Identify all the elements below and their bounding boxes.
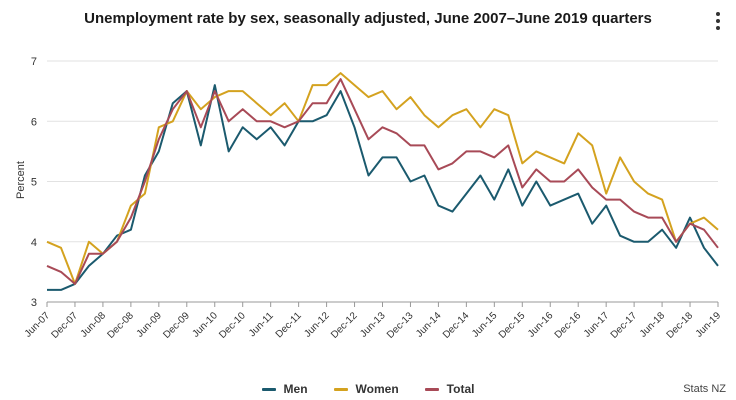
- x-tick-label: Jun-13: [358, 310, 388, 340]
- x-tick-label: Dec-13: [385, 310, 416, 341]
- x-tick-label: Dec-12: [329, 310, 360, 341]
- kebab-menu-icon[interactable]: [710, 12, 726, 34]
- series-line-men[interactable]: [47, 84, 719, 291]
- y-tick-labels: 3 4 5 6 7: [31, 56, 37, 309]
- x-tick-label: Jun-18: [638, 310, 668, 340]
- y-tick-label: 4: [31, 237, 37, 249]
- series-lines: [46, 72, 719, 291]
- x-tick-label: Dec-17: [609, 310, 640, 341]
- legend-label-men: Men: [283, 382, 308, 396]
- legend-swatch-total: [424, 387, 439, 391]
- series-line-women[interactable]: [46, 72, 719, 285]
- legend-item-women[interactable]: Women: [333, 382, 399, 396]
- x-tick-label: Jun-14: [414, 310, 444, 340]
- y-tick-label: 7: [31, 56, 37, 68]
- x-tick-label: Jun-09: [135, 310, 165, 340]
- x-tick-label: Jun-11: [247, 310, 276, 339]
- y-tick-label: 6: [31, 116, 37, 128]
- legend-item-men[interactable]: Men: [261, 382, 308, 396]
- legend-label-total: Total: [446, 382, 475, 396]
- legend-swatch-women: [333, 387, 348, 391]
- x-tick-label: Dec-16: [553, 310, 584, 341]
- chart-title: Unemployment rate by sex, seasonally adj…: [84, 10, 652, 27]
- x-tick-label: Jun-15: [470, 310, 500, 340]
- x-tick-label: Dec-10: [217, 310, 248, 341]
- x-tick-label: Jun-08: [79, 310, 109, 340]
- source-label: Stats NZ: [683, 383, 726, 395]
- legend-label-women: Women: [355, 382, 399, 396]
- legend-swatch-men: [261, 387, 276, 391]
- x-tick-label: Jun-12: [302, 310, 332, 340]
- legend-item-total[interactable]: Total: [424, 382, 475, 396]
- x-tick-label: Jun-07: [23, 310, 53, 340]
- x-tick-label: Jun-17: [582, 310, 612, 340]
- x-tick-label: Dec-18: [665, 310, 696, 341]
- legend: Men Women Total: [0, 382, 736, 396]
- y-tick-label: 5: [31, 177, 37, 189]
- x-tick-label: Dec-14: [441, 310, 472, 341]
- x-tick-label: Jun-10: [190, 310, 220, 340]
- menu-dot: [716, 19, 720, 23]
- x-tick-label: Dec-15: [497, 310, 528, 341]
- x-tick-label: Dec-08: [105, 310, 136, 341]
- y-tick-label: 3: [31, 297, 37, 309]
- y-axis-label: Percent: [15, 161, 27, 199]
- x-tick-label: Dec-11: [274, 310, 304, 340]
- x-tick-label: Dec-09: [161, 310, 192, 341]
- series-line-total[interactable]: [46, 78, 719, 285]
- menu-dot: [716, 12, 720, 16]
- x-tick-label: Dec-07: [49, 310, 80, 341]
- x-tick-label: Jun-19: [694, 310, 724, 340]
- menu-dot: [716, 26, 720, 30]
- x-tick-labels: Jun-07Dec-07Jun-08Dec-08Jun-09Dec-09Jun-…: [23, 302, 724, 341]
- x-tick-label: Jun-16: [526, 310, 556, 340]
